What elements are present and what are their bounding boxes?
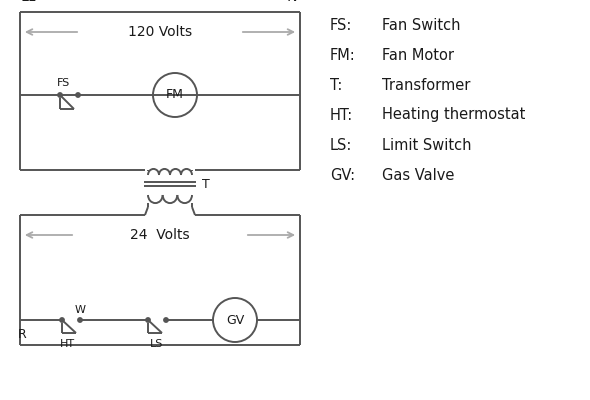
Text: GV:: GV:	[330, 168, 355, 182]
Circle shape	[78, 318, 82, 322]
Text: T: T	[202, 178, 210, 190]
Text: 24  Volts: 24 Volts	[130, 228, 190, 242]
Text: T:: T:	[330, 78, 342, 92]
Text: Heating thermostat: Heating thermostat	[382, 108, 525, 122]
Text: Fan Switch: Fan Switch	[382, 18, 461, 32]
Text: FS: FS	[57, 78, 71, 88]
Text: LS: LS	[150, 339, 163, 349]
Text: L1: L1	[22, 0, 38, 4]
Text: FM: FM	[166, 88, 184, 102]
Text: W: W	[74, 305, 86, 315]
Text: HT: HT	[60, 339, 74, 349]
Text: GV: GV	[226, 314, 244, 326]
Text: Fan Motor: Fan Motor	[382, 48, 454, 62]
Text: LS:: LS:	[330, 138, 352, 152]
Text: FM:: FM:	[330, 48, 356, 62]
Circle shape	[60, 318, 64, 322]
Circle shape	[76, 93, 80, 97]
Text: 120 Volts: 120 Volts	[128, 25, 192, 39]
Text: Gas Valve: Gas Valve	[382, 168, 454, 182]
Circle shape	[164, 318, 168, 322]
Text: N: N	[288, 0, 298, 4]
Text: HT:: HT:	[330, 108, 353, 122]
Text: FS:: FS:	[330, 18, 352, 32]
Circle shape	[146, 318, 150, 322]
Text: R: R	[18, 328, 27, 340]
Circle shape	[58, 93, 62, 97]
Text: Transformer: Transformer	[382, 78, 470, 92]
Text: Limit Switch: Limit Switch	[382, 138, 471, 152]
